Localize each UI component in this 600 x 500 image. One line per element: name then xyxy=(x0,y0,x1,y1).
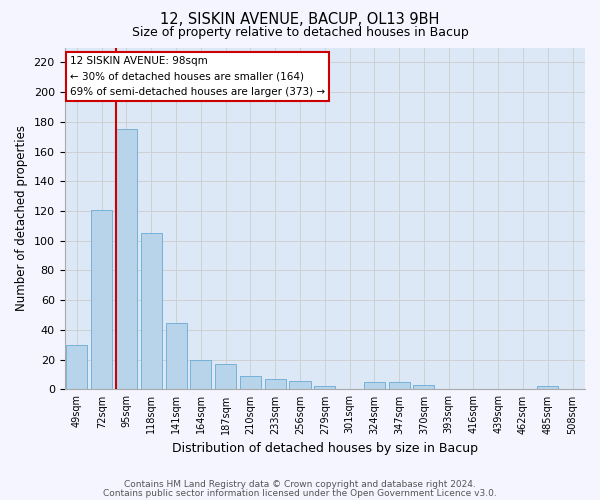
Bar xyxy=(364,382,385,390)
Bar xyxy=(116,130,137,390)
Bar xyxy=(537,386,559,390)
Y-axis label: Number of detached properties: Number of detached properties xyxy=(15,126,28,312)
Bar xyxy=(215,364,236,390)
Bar xyxy=(314,386,335,390)
Text: 12, SISKIN AVENUE, BACUP, OL13 9BH: 12, SISKIN AVENUE, BACUP, OL13 9BH xyxy=(160,12,440,28)
X-axis label: Distribution of detached houses by size in Bacup: Distribution of detached houses by size … xyxy=(172,442,478,455)
Bar xyxy=(265,379,286,390)
Bar xyxy=(67,345,88,390)
Text: Size of property relative to detached houses in Bacup: Size of property relative to detached ho… xyxy=(131,26,469,39)
Bar xyxy=(240,376,261,390)
Bar xyxy=(141,234,162,390)
Text: Contains HM Land Registry data © Crown copyright and database right 2024.: Contains HM Land Registry data © Crown c… xyxy=(124,480,476,489)
Bar xyxy=(91,210,112,390)
Text: Contains public sector information licensed under the Open Government Licence v3: Contains public sector information licen… xyxy=(103,488,497,498)
Bar xyxy=(389,382,410,390)
Bar xyxy=(413,385,434,390)
Bar xyxy=(289,380,311,390)
Bar xyxy=(190,360,211,390)
Bar xyxy=(166,322,187,390)
Text: 12 SISKIN AVENUE: 98sqm
← 30% of detached houses are smaller (164)
69% of semi-d: 12 SISKIN AVENUE: 98sqm ← 30% of detache… xyxy=(70,56,325,97)
